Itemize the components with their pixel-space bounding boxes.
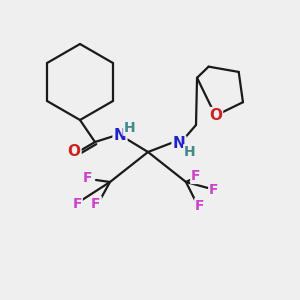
Text: F: F <box>191 169 201 183</box>
Text: F: F <box>209 183 219 197</box>
Text: N: N <box>172 136 185 152</box>
Text: F: F <box>83 171 93 185</box>
Text: O: O <box>68 145 80 160</box>
Text: N: N <box>114 128 126 143</box>
Text: F: F <box>91 197 101 211</box>
Text: O: O <box>209 108 222 123</box>
Text: H: H <box>184 145 196 159</box>
Text: F: F <box>195 199 205 213</box>
Text: F: F <box>72 197 82 211</box>
Text: H: H <box>124 121 136 135</box>
